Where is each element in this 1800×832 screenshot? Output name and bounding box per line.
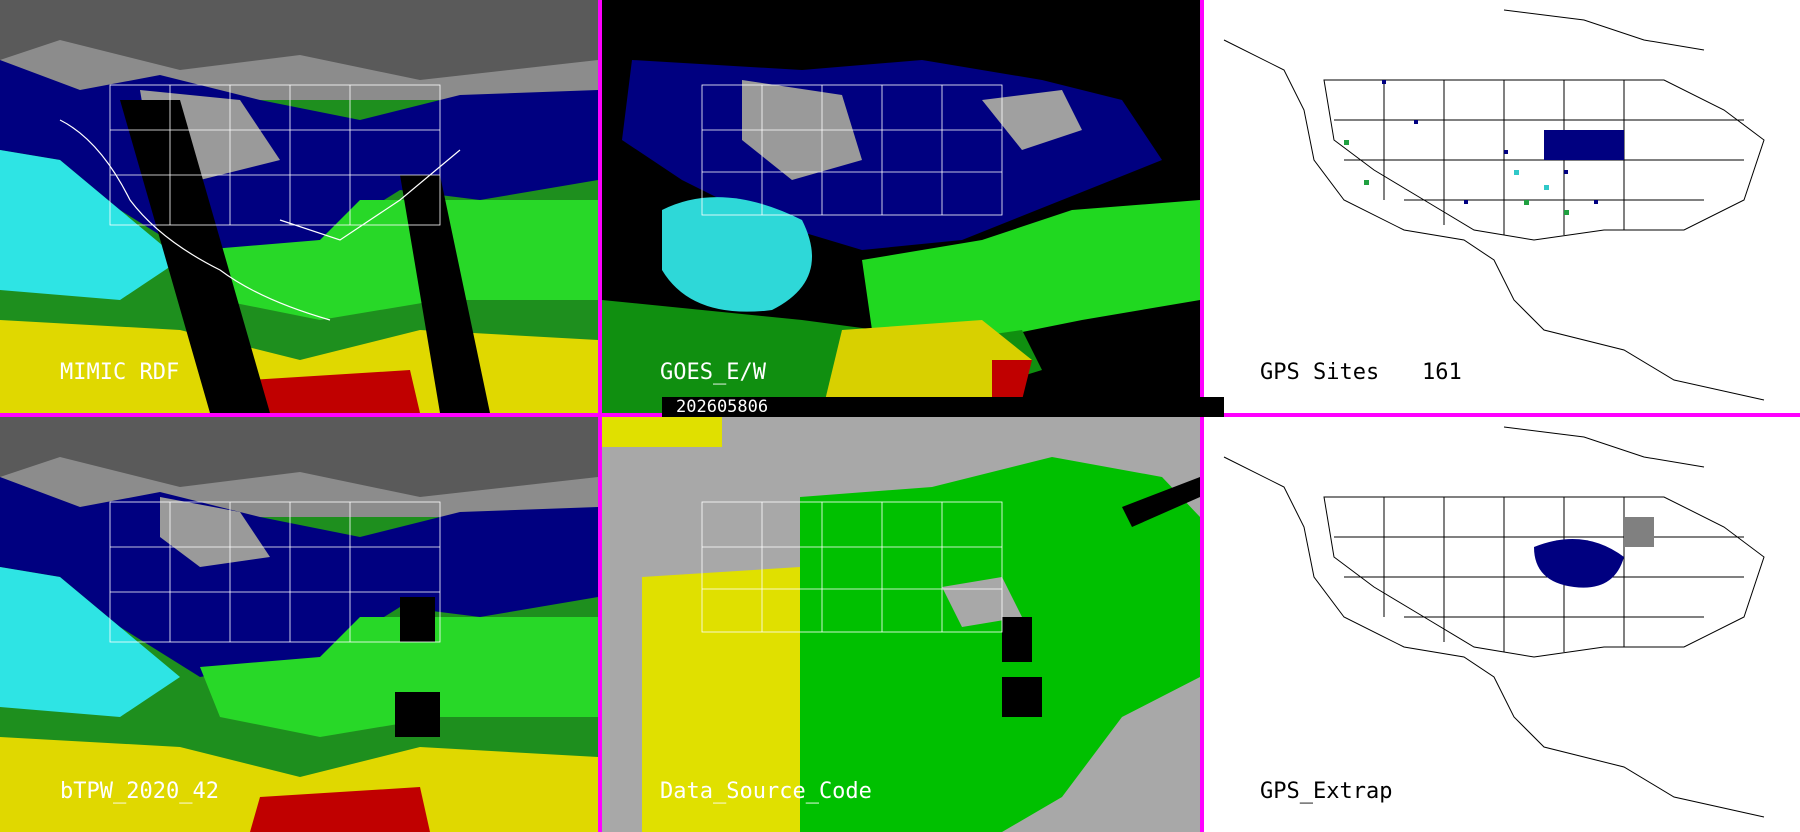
panel-data-source-code: Data_Source_Code — [602, 417, 1200, 832]
panel-btpw: bTPW_2020_42 — [0, 417, 598, 832]
gps-site-count: 161 — [1422, 360, 1462, 385]
tpw-map-image — [0, 0, 598, 413]
panel-label: GOES_E/W — [660, 360, 766, 385]
gps-extrap-map-image — [1204, 417, 1800, 832]
goes-map-image — [602, 0, 1200, 413]
divider-vertical-left — [598, 0, 602, 832]
panel-label: Data_Source_Code — [660, 779, 872, 804]
panel-mimic-rdf: MIMIC RDF — [0, 0, 598, 413]
panel-label: MIMIC RDF — [60, 360, 180, 385]
gps-sites-map-image — [1204, 0, 1800, 413]
panel-label: GPS Sites — [1260, 360, 1380, 385]
panel-gps-extrap: GPS_Extrap — [1204, 417, 1800, 832]
panel-label: bTPW_2020_42 — [60, 779, 219, 804]
btpw-map-image — [0, 417, 598, 832]
data-source-map-image — [602, 417, 1200, 832]
panel-label: GPS_Extrap — [1260, 779, 1393, 804]
panel-gps-sites: GPS Sites 161 — [1204, 0, 1800, 413]
timestamp-banner: 202605806 — [662, 397, 1224, 417]
panel-goes-ew: GOES_E/W — [602, 0, 1200, 413]
